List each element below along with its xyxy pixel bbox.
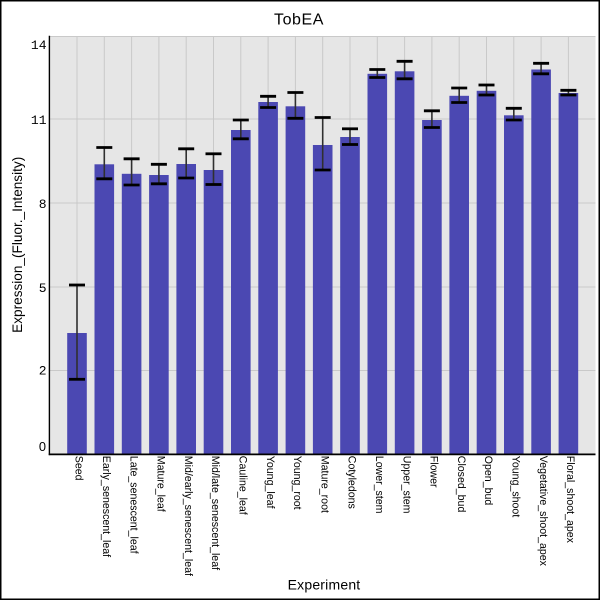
svg-text:Open_bud: Open_bud xyxy=(482,456,494,506)
svg-text:Late_senescent_leaf: Late_senescent_leaf xyxy=(127,456,139,554)
svg-text:Early_senescent_leaf: Early_senescent_leaf xyxy=(100,456,112,557)
svg-text:Mature_root: Mature_root xyxy=(318,456,330,513)
svg-text:5: 5 xyxy=(39,281,47,296)
svg-text:Young_root: Young_root xyxy=(291,456,303,510)
svg-text:Upper_stem: Upper_stem xyxy=(400,456,412,514)
svg-text:Cotyledons: Cotyledons xyxy=(346,456,358,509)
svg-text:Young_shoot: Young_shoot xyxy=(510,456,522,518)
svg-text:Young_leaf: Young_leaf xyxy=(264,456,276,509)
svg-text:0: 0 xyxy=(39,439,46,454)
svg-text:TobEA: TobEA xyxy=(274,12,324,29)
svg-text:Lower_stem: Lower_stem xyxy=(373,456,385,514)
svg-text:14: 14 xyxy=(31,38,47,53)
svg-text:Seed: Seed xyxy=(73,456,85,481)
svg-text:8: 8 xyxy=(39,197,47,212)
svg-text:Vegetative_shoot_apex: Vegetative_shoot_apex xyxy=(537,456,549,567)
svg-text:Flower: Flower xyxy=(428,456,440,488)
svg-text:Floral_shoot_apex: Floral_shoot_apex xyxy=(564,456,576,544)
svg-text:11: 11 xyxy=(31,113,47,128)
svg-text:Experiment: Experiment xyxy=(288,576,361,592)
svg-text:Mid/early_senescent_leaf: Mid/early_senescent_leaf xyxy=(182,456,194,576)
svg-text:Expression_(Fluor._Intensity): Expression_(Fluor._Intensity) xyxy=(10,157,25,333)
svg-text:Mature_leaf: Mature_leaf xyxy=(155,456,167,512)
svg-text:Cauline_leaf: Cauline_leaf xyxy=(237,456,249,515)
svg-text:Mid/late_senescent_leaf: Mid/late_senescent_leaf xyxy=(209,456,221,570)
svg-text:2: 2 xyxy=(39,363,47,378)
svg-text:Closed_bud: Closed_bud xyxy=(455,456,467,513)
